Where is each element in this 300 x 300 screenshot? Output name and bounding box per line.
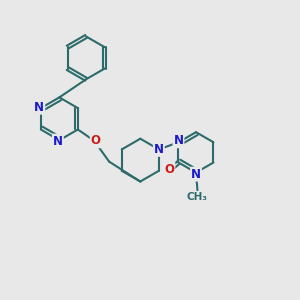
Text: O: O <box>164 163 174 176</box>
Text: N: N <box>53 135 63 148</box>
Text: O: O <box>91 134 101 147</box>
Text: CH₃: CH₃ <box>187 192 208 202</box>
Text: N: N <box>191 168 201 181</box>
Text: N: N <box>154 143 164 156</box>
Text: N: N <box>34 101 44 114</box>
Text: N: N <box>173 134 184 147</box>
